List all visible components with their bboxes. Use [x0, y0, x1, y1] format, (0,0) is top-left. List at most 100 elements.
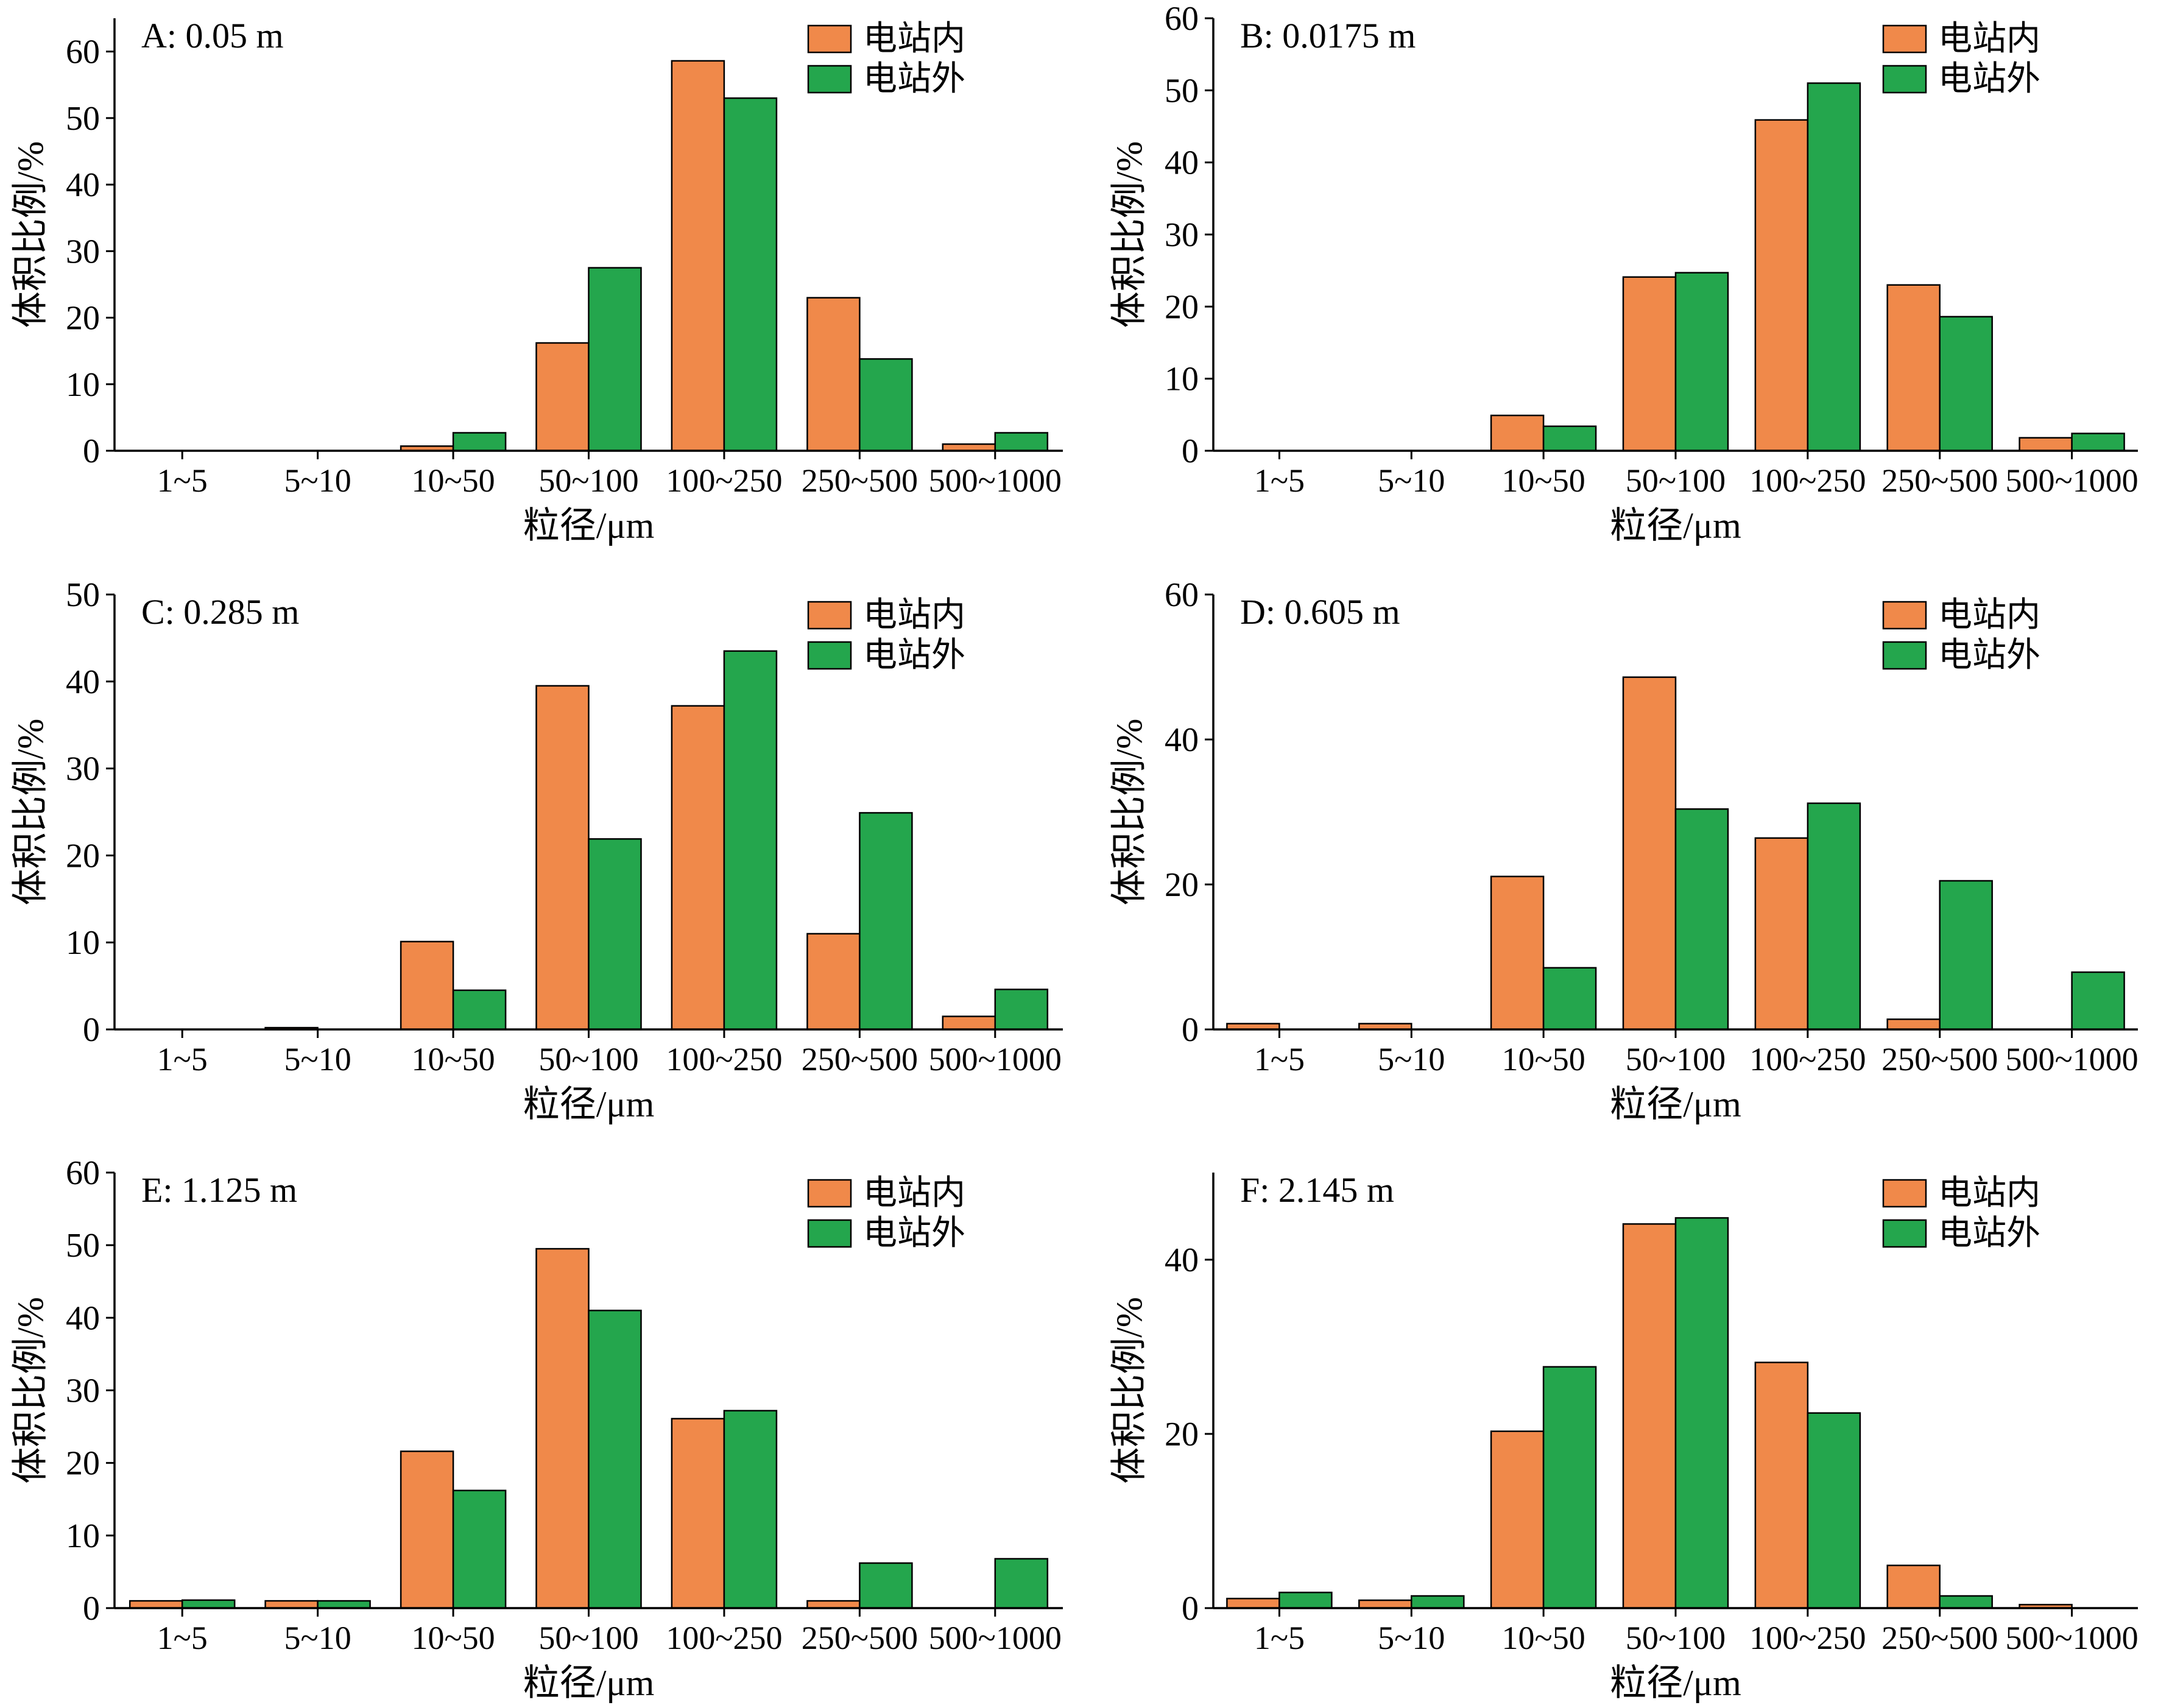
x-tick-label: 1~5: [1254, 462, 1305, 499]
bar-outside-4: [1807, 802, 1861, 1031]
y-tick-label: 50: [66, 100, 100, 138]
legend-label: 电站内: [1938, 20, 2040, 58]
x-tick-label: 500~1000: [2005, 1041, 2138, 1078]
x-tick-label: 5~10: [1378, 1620, 1445, 1656]
chart-panel-f: 0 20 40 1~5 5~10 10~50 50~100 100~250 250~500 500…: [1109, 1170, 2139, 1703]
legend-label: 电站外: [863, 1215, 965, 1252]
x-tick-label: 50~100: [538, 1620, 638, 1656]
bar-outside-5: [1939, 316, 1993, 452]
bar-outside-3: [588, 1310, 642, 1609]
bar-outside-4: [723, 650, 778, 1031]
x-tick-label: 100~250: [1749, 462, 1866, 499]
legend-label: 电站外: [1938, 637, 2040, 674]
y-tick-label: 10: [1165, 361, 1199, 398]
x-tick-label: 250~500: [1881, 462, 1998, 499]
bar-inside-2: [1490, 1430, 1545, 1609]
y-tick-label: 60: [66, 1154, 100, 1192]
bar-inside-4: [1754, 119, 1809, 452]
bar-inside-2: [400, 1450, 454, 1609]
x-tick-label: 100~250: [1749, 1620, 1866, 1656]
y-tick-label: 0: [83, 432, 100, 470]
bar-inside-5: [806, 933, 861, 1031]
legend-label: 电站内: [1938, 1174, 2040, 1212]
legend-swatch-inside: [807, 1179, 852, 1208]
bar-inside-0: [1226, 1598, 1280, 1609]
y-tick-label: 0: [83, 1590, 100, 1628]
legend-swatch-inside: [1882, 1179, 1927, 1208]
bar-inside-4: [671, 1417, 725, 1609]
y-tick-label: 50: [66, 1227, 100, 1265]
bar-outside-5: [859, 1562, 913, 1609]
x-tick-label: 100~250: [1749, 1041, 1866, 1078]
bar-outside-6: [994, 432, 1049, 452]
bar-inside-1: [1358, 1599, 1412, 1609]
x-tick-label: 250~500: [802, 1620, 918, 1656]
x-axis-title: 粒径/μm: [523, 506, 655, 546]
bar-outside-1: [317, 1600, 371, 1609]
x-tick-label: 500~1000: [929, 1620, 1062, 1656]
legend-label: 电站外: [1938, 1215, 2040, 1252]
bar-inside-5: [1886, 1018, 1941, 1031]
bar-outside-4: [723, 97, 778, 452]
x-tick-label: 250~500: [1881, 1041, 1998, 1078]
bar-inside-4: [671, 60, 725, 452]
bar-outside-5: [1939, 880, 1993, 1031]
chart-panel-b: 0 10 20 30 40 50 60 1~5 5~10 10~50 50~100 100~250 25…: [1109, 0, 2139, 546]
legend-label: 电站外: [863, 637, 965, 674]
bar-outside-2: [1542, 967, 1597, 1031]
y-tick-label: 30: [66, 233, 100, 270]
bar-outside-0: [181, 1599, 236, 1609]
x-tick-label: 10~50: [411, 1620, 495, 1656]
y-tick-label: 60: [1165, 576, 1199, 614]
x-tick-label: 500~1000: [929, 462, 1062, 499]
x-axis-title: 粒径/μm: [523, 1084, 655, 1124]
bar-outside-5: [859, 812, 913, 1031]
legend-swatch-outside: [1882, 641, 1927, 670]
y-tick-label: 0: [1182, 1590, 1199, 1628]
bar-inside-3: [535, 342, 590, 452]
bar-inside-4: [671, 705, 725, 1031]
bar-inside-6: [2019, 437, 2073, 452]
bar-inside-3: [1622, 1223, 1677, 1609]
x-tick-label: 50~100: [538, 1041, 638, 1078]
bar-inside-5: [1886, 1564, 1941, 1609]
y-axis-title: 体积比例/%: [10, 141, 51, 328]
y-tick-label: 0: [1182, 1011, 1199, 1049]
chart-panel-d: 0 20 40 60 1~5 5~10 10~50 50~100 100~250 250~500 5…: [1109, 576, 2139, 1124]
legend-swatch-outside: [807, 1219, 852, 1248]
y-tick-label: 10: [66, 924, 100, 962]
y-tick-label: 40: [66, 663, 100, 701]
x-tick-label: 5~10: [284, 462, 351, 499]
bar-outside-2: [452, 989, 507, 1031]
y-tick-label: 10: [66, 1517, 100, 1555]
bar-inside-2: [1490, 414, 1545, 452]
bar-outside-6: [2071, 971, 2125, 1031]
y-axis-title: 体积比例/%: [1109, 141, 1149, 328]
bar-inside-5: [806, 297, 861, 452]
panel-title: B: 0.0175 m: [1240, 16, 1416, 55]
x-tick-label: 5~10: [1378, 1041, 1445, 1078]
x-axis-title: 粒径/μm: [1610, 1663, 1741, 1703]
y-tick-label: 60: [66, 34, 100, 71]
legend-swatch-outside: [807, 641, 852, 670]
panel-title: A: 0.05 m: [141, 16, 284, 55]
legend-swatch-inside: [1882, 24, 1927, 54]
bar-inside-2: [1490, 875, 1545, 1031]
y-tick-label: 20: [66, 300, 100, 337]
bar-outside-2: [452, 432, 507, 452]
bar-inside-6: [942, 1015, 996, 1031]
y-tick-label: 30: [66, 750, 100, 788]
bar-outside-6: [994, 1558, 1049, 1609]
legend-swatch-outside: [1882, 1219, 1927, 1248]
y-tick-label: 40: [1165, 1241, 1199, 1279]
x-tick-label: 250~500: [802, 462, 918, 499]
y-axis-title: 体积比例/%: [1109, 1297, 1149, 1484]
bar-outside-3: [1674, 272, 1729, 452]
bar-outside-2: [1542, 425, 1597, 452]
y-tick-label: 40: [1165, 721, 1199, 759]
x-tick-label: 50~100: [1626, 1041, 1726, 1078]
y-tick-label: 10: [66, 366, 100, 404]
bar-inside-5: [806, 1600, 861, 1609]
x-tick-label: 1~5: [157, 1041, 208, 1078]
y-tick-label: 40: [1165, 144, 1199, 182]
